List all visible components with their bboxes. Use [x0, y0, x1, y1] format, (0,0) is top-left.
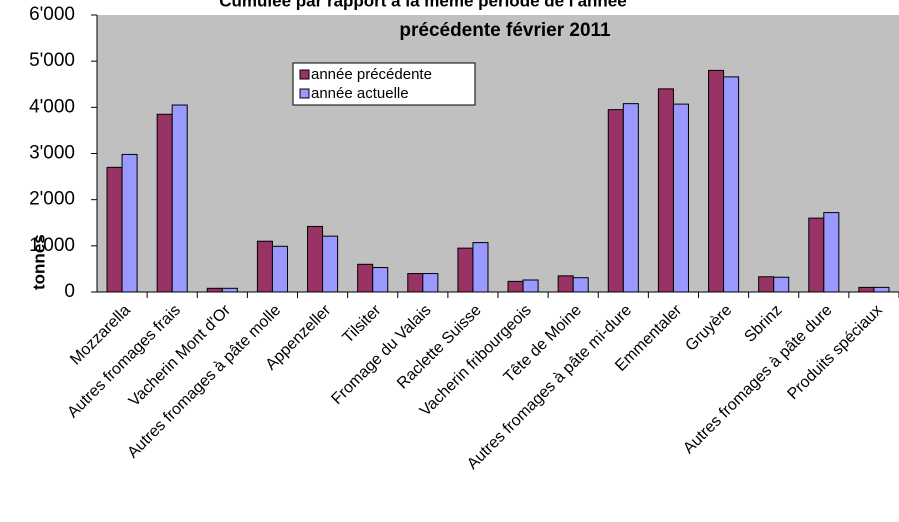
x-tick-label: Sbrinz	[741, 302, 785, 346]
bar	[723, 76, 740, 293]
bar	[256, 240, 273, 293]
bar	[407, 273, 424, 293]
bar	[221, 287, 238, 293]
legend-label: année actuelle	[311, 85, 409, 102]
bar	[372, 267, 389, 293]
bar	[622, 103, 639, 293]
legend-swatch	[299, 69, 310, 80]
bar	[507, 280, 524, 293]
y-tick-label: 1'000	[29, 235, 75, 256]
bar	[171, 104, 188, 293]
bar	[858, 286, 875, 293]
chart-subtitle: précédente février 2011	[399, 20, 611, 41]
x-tick-label: Tilsiter	[340, 301, 385, 346]
bar	[472, 242, 489, 293]
bar	[808, 217, 825, 293]
bar	[121, 153, 138, 293]
legend-box	[292, 62, 476, 106]
bar	[607, 109, 624, 293]
bar	[572, 277, 589, 293]
y-tick-label: 4'000	[29, 96, 75, 117]
bar	[522, 279, 539, 293]
bar	[422, 273, 439, 293]
bar	[457, 247, 474, 293]
plot-area	[97, 15, 899, 292]
bar	[823, 212, 840, 293]
y-tick-label: 2'000	[29, 189, 75, 210]
x-tick-label: Gruyère	[682, 302, 735, 355]
y-tick-label: 3'000	[29, 143, 75, 164]
bar	[357, 263, 374, 293]
legend-swatch	[299, 88, 310, 99]
legend-label: année précédente	[311, 66, 432, 83]
bar	[873, 286, 890, 293]
bar	[773, 276, 790, 293]
y-tick-label: 0	[64, 281, 75, 302]
bar	[672, 103, 689, 293]
bar	[708, 69, 725, 293]
chart-title: Cumulée par rapport à la même période de…	[219, 0, 626, 10]
bar	[156, 113, 173, 293]
bar	[557, 275, 574, 293]
bar	[758, 276, 775, 293]
bar	[206, 287, 223, 293]
y-axis-label: tonnes	[29, 234, 48, 290]
bar	[322, 235, 339, 293]
bar	[307, 225, 324, 293]
bar	[106, 166, 123, 293]
bar	[271, 245, 288, 293]
bar	[657, 88, 674, 293]
y-tick-label: 6'000	[29, 4, 75, 25]
y-tick-label: 5'000	[29, 50, 75, 71]
x-tick-label: Produits spéciaux	[784, 302, 885, 403]
